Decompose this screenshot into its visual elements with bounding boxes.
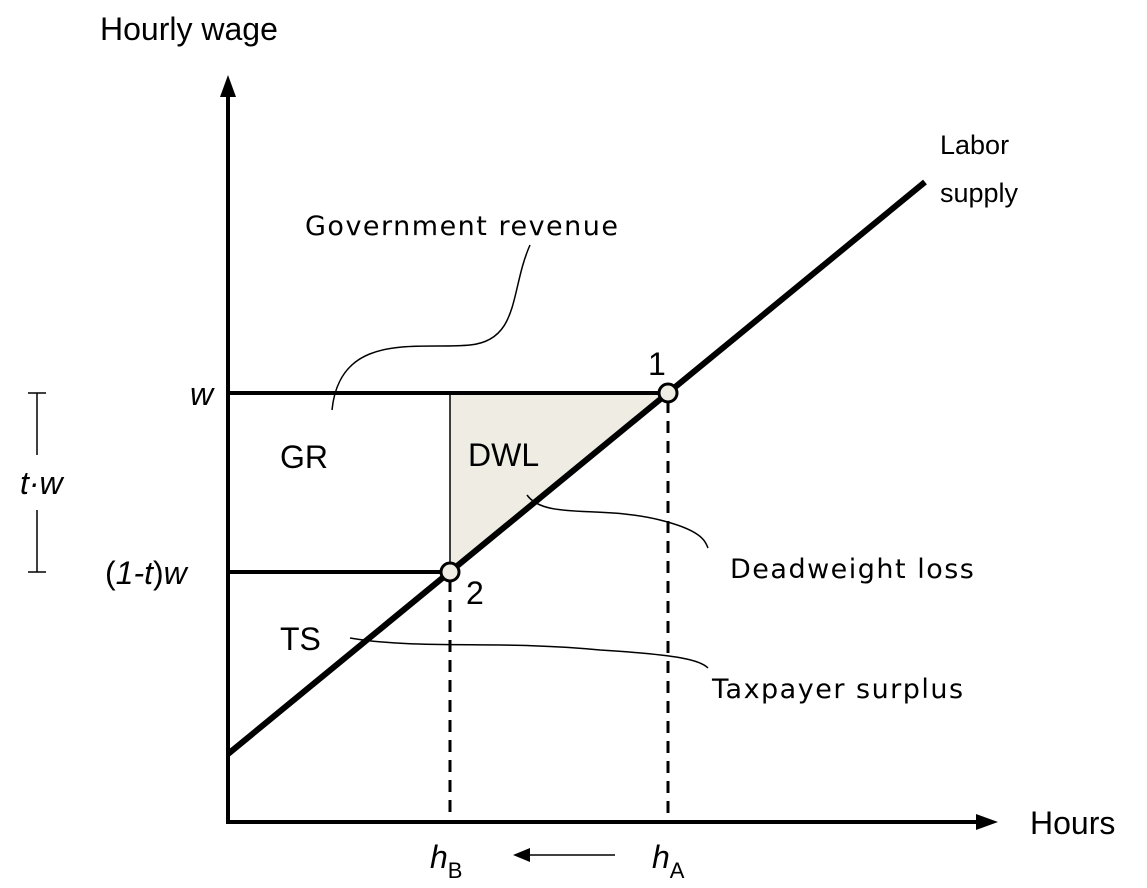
part: w [164,555,189,591]
tax-bracket [28,392,46,573]
area-label: DWL [468,437,539,473]
dwl-leader [526,494,709,549]
curve-label: supply [940,178,1019,208]
area-label: GR [280,439,328,475]
part: h [652,839,670,875]
shift-arrowhead [513,848,530,862]
part: ) [153,555,164,591]
area-label: TS [280,621,321,657]
part: h [430,839,448,875]
part: ( [105,555,116,591]
point-label: 1 [648,346,666,382]
point-2 [439,561,461,583]
net-wage-label: (1-t)w [105,555,189,591]
hours-a: hA [652,839,685,883]
ts-leader [349,637,709,669]
tax-label: t·w [20,465,65,501]
annotation: Government revenue [305,211,620,242]
annotation: Taxpayer surplus [711,674,965,705]
labor-supply [226,179,927,757]
wage-label: w [190,376,215,412]
y-arrow [220,75,236,97]
point-1 [657,382,679,404]
x-axis-label: Hours [1030,805,1115,841]
hours-b: hB [430,839,462,883]
x-arrow [976,814,998,830]
part: B [448,858,463,883]
part: 1-t [116,555,154,591]
point-label: 2 [466,575,484,611]
annotation: Deadweight loss [730,554,975,585]
y-axis-label: Hourly wage [100,11,278,47]
curve-label: Labor [940,130,1009,160]
gr-leader [331,244,531,411]
part: A [670,858,685,883]
